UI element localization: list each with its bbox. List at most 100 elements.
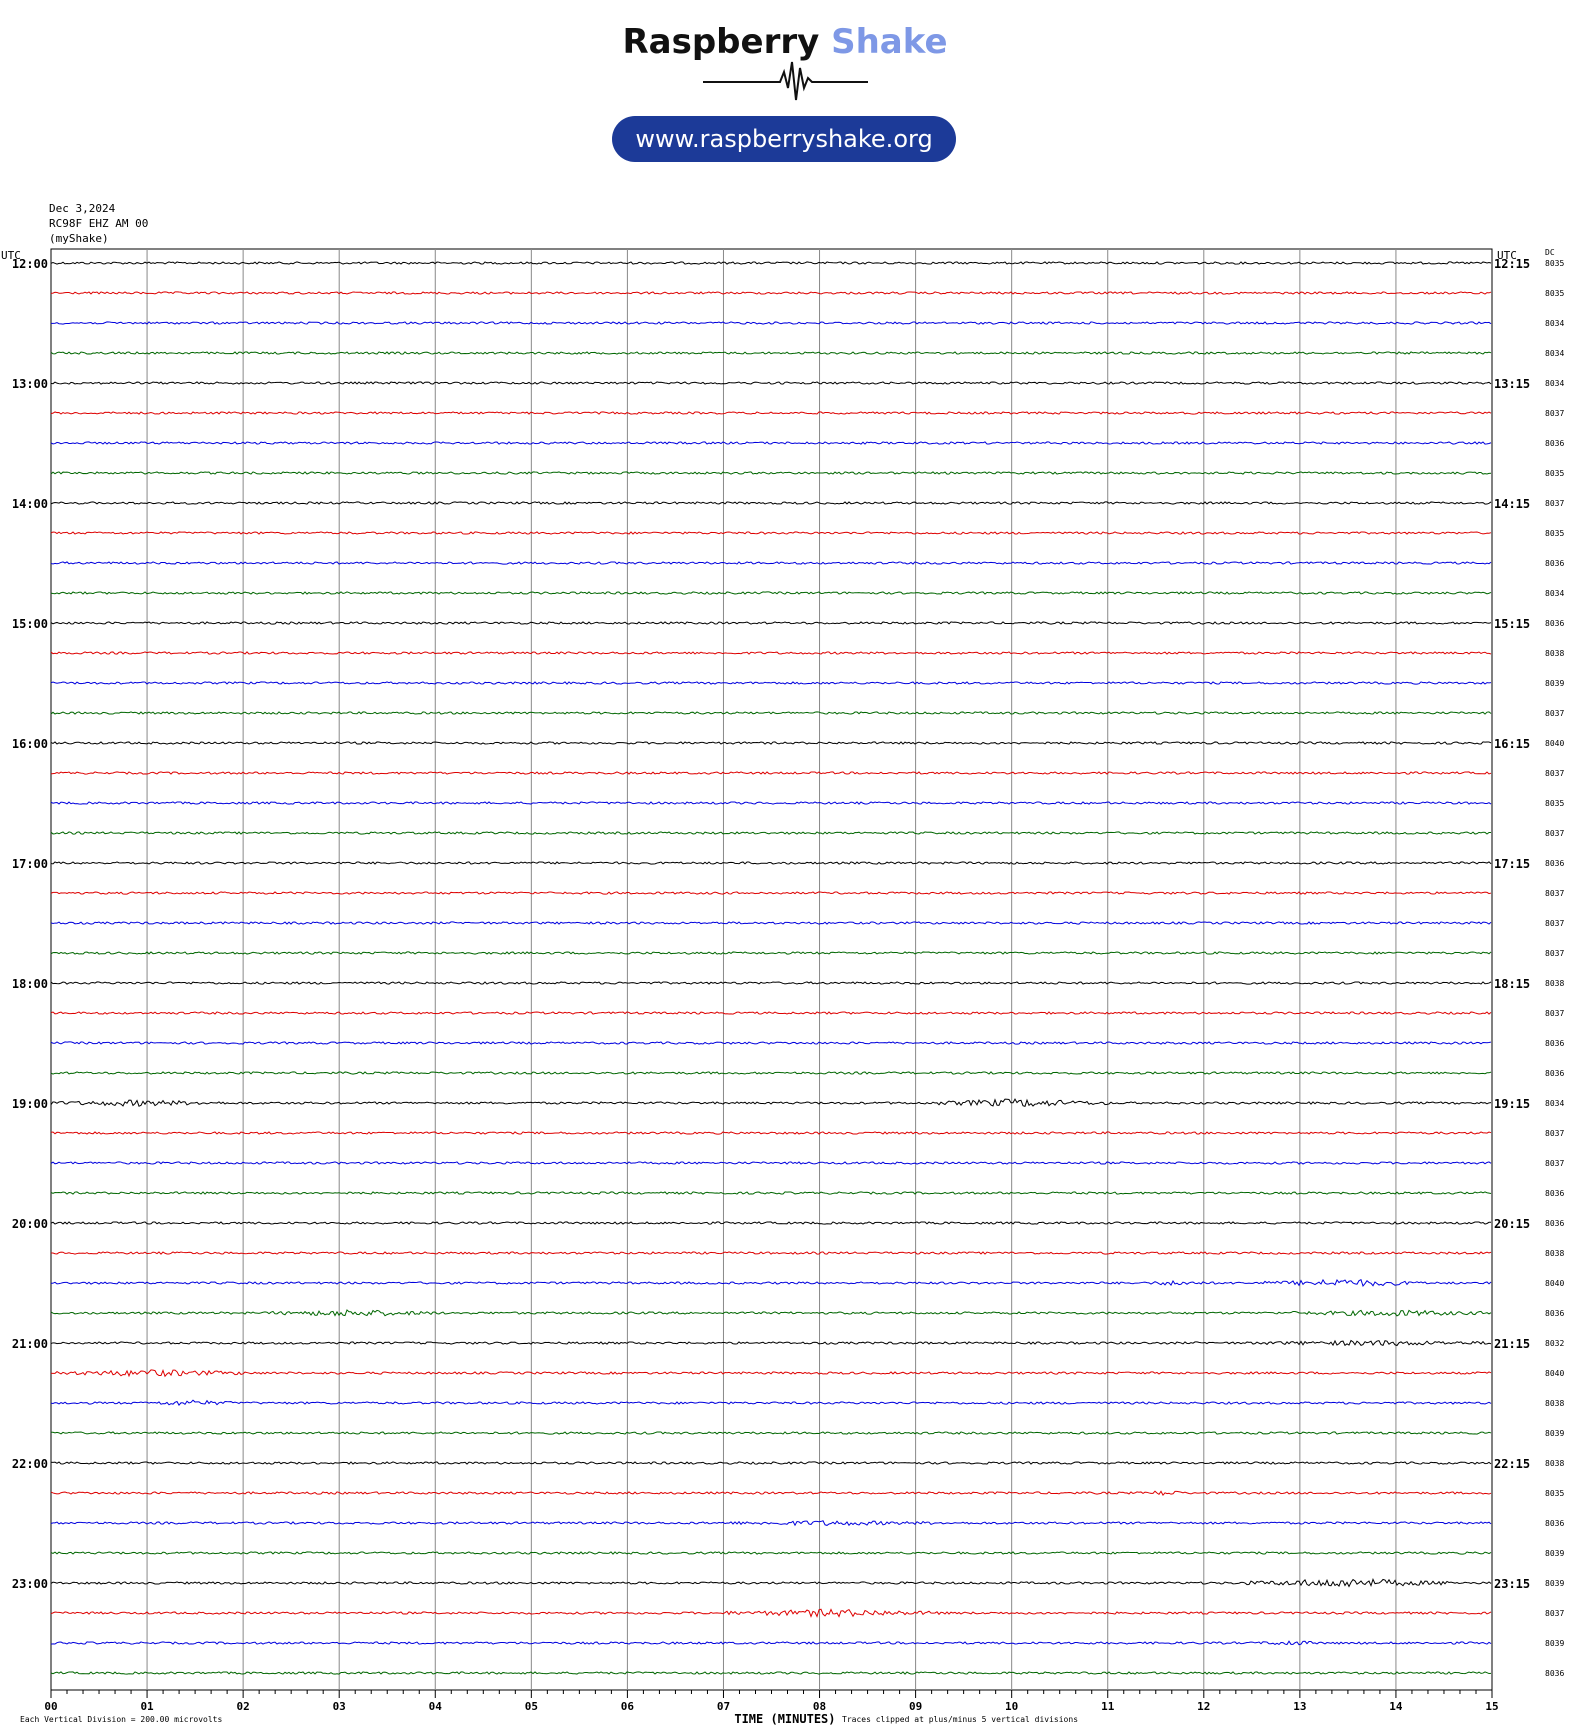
trace-row: [50, 861, 1492, 865]
station-code: RC98F EHZ AM 00: [49, 217, 149, 230]
dc-value-label: 8037: [1545, 1609, 1564, 1618]
clipping-note: Traces clipped at plus/minus 5 vertical …: [842, 1715, 1078, 1724]
right-hour-label: 16:15: [1494, 737, 1530, 751]
dc-value-label: 8037: [1545, 1009, 1564, 1018]
dc-value-label: 8034: [1545, 1099, 1564, 1108]
dc-value-label: 8038: [1545, 1249, 1564, 1258]
trace-row: [50, 831, 1492, 835]
dc-value-label: 8035: [1545, 529, 1564, 538]
right-hour-label: 18:15: [1494, 977, 1530, 991]
left-hour-label: 20:00: [12, 1217, 48, 1231]
dc-value-label: 8036: [1545, 1309, 1564, 1318]
trace-row: [50, 771, 1492, 775]
dc-value-label: 8036: [1545, 559, 1564, 568]
trace-row: [50, 591, 1492, 595]
dc-value-label: 8040: [1545, 1369, 1564, 1378]
trace-row: [50, 801, 1492, 805]
trace-row: [50, 681, 1492, 685]
x-tick-label: 08: [813, 1700, 826, 1713]
left-hour-label: 16:00: [12, 737, 48, 751]
dc-column-label: DC: [1545, 248, 1555, 257]
dc-value-label: 8034: [1545, 319, 1564, 328]
dc-value-label: 8039: [1545, 1639, 1564, 1648]
dc-value-label: 8037: [1545, 949, 1564, 958]
trace-row: [50, 1309, 1492, 1317]
dc-value-label: 8038: [1545, 1459, 1564, 1468]
dc-value-label: 8036: [1545, 1219, 1564, 1228]
trace-row: [50, 1191, 1492, 1195]
dc-value-label: 8034: [1545, 379, 1564, 388]
dc-value-label: 8039: [1545, 1429, 1564, 1438]
seismograph-logo-icon: [703, 61, 868, 101]
left-hour-label: 17:00: [12, 857, 48, 871]
trace-row: [50, 1161, 1492, 1165]
trace-row: [50, 981, 1492, 985]
right-hour-label: 12:15: [1494, 257, 1530, 271]
dc-value-label: 8035: [1545, 259, 1564, 268]
right-hour-label: 17:15: [1494, 857, 1530, 871]
dc-value-label: 8036: [1545, 1189, 1564, 1198]
trace-row: [50, 1011, 1492, 1015]
dc-value-label: 8036: [1545, 1669, 1564, 1678]
left-hour-label: 22:00: [12, 1457, 48, 1471]
trace-row: [50, 1431, 1492, 1435]
dc-value-label: 8036: [1545, 439, 1564, 448]
dc-value-label: 8039: [1545, 679, 1564, 688]
trace-row: [50, 1399, 1492, 1406]
x-tick-label: 14: [1389, 1700, 1403, 1713]
left-hour-label: 23:00: [12, 1577, 48, 1591]
x-tick-label: 11: [1101, 1700, 1115, 1713]
trace-row: [50, 1339, 1492, 1347]
dc-value-label: 8034: [1545, 349, 1564, 358]
x-tick-label: 03: [333, 1700, 346, 1713]
trace-row: [50, 531, 1492, 535]
left-axis-label: UTC: [1, 249, 21, 262]
right-axis-label: UTC: [1497, 249, 1517, 262]
x-tick-label: 15: [1485, 1700, 1498, 1713]
right-hour-label: 20:15: [1494, 1217, 1530, 1231]
logo-title: Raspberry Shake: [0, 22, 1570, 62]
dc-value-label: 8037: [1545, 499, 1564, 508]
dc-value-label: 8035: [1545, 799, 1564, 808]
trace-row: [50, 321, 1492, 325]
trace-row: [50, 651, 1492, 655]
website-link[interactable]: www.raspberryshake.org: [612, 116, 956, 162]
trace-row: [50, 1490, 1492, 1497]
network-name: (myShake): [49, 232, 109, 245]
trace-row: [50, 1551, 1492, 1555]
x-tick-label: 10: [1005, 1700, 1018, 1713]
trace-row: [50, 891, 1492, 895]
trace-row: [50, 1278, 1492, 1288]
dc-value-label: 8039: [1545, 1579, 1564, 1588]
x-tick-label: 12: [1197, 1700, 1210, 1713]
right-hour-label: 14:15: [1494, 497, 1530, 511]
dc-value-label: 8037: [1545, 1129, 1564, 1138]
dc-value-label: 8035: [1545, 1489, 1564, 1498]
dc-value-label: 8035: [1545, 469, 1564, 478]
dc-value-label: 8036: [1545, 1039, 1564, 1048]
dc-value-label: 8036: [1545, 1069, 1564, 1078]
trace-row: [50, 1098, 1492, 1107]
left-hour-label: 13:00: [12, 377, 48, 391]
trace-row: [50, 1608, 1492, 1618]
dc-value-label: 8039: [1545, 1549, 1564, 1558]
trace-row: [50, 1520, 1492, 1527]
x-tick-label: 04: [429, 1700, 443, 1713]
right-hour-label: 22:15: [1494, 1457, 1530, 1471]
trace-row: [50, 621, 1492, 625]
trace-row: [50, 1131, 1492, 1135]
trace-row: [50, 561, 1492, 565]
dc-value-label: 8032: [1545, 1339, 1564, 1348]
right-hour-label: 13:15: [1494, 377, 1530, 391]
record-date: Dec 3,2024: [49, 202, 116, 215]
logo-word-shake: Shake: [831, 22, 948, 62]
dc-value-label: 8037: [1545, 889, 1564, 898]
trace-row: [50, 1041, 1492, 1045]
x-tick-label: 07: [717, 1700, 730, 1713]
left-hour-label: 12:00: [12, 257, 48, 271]
dc-value-label: 8036: [1545, 619, 1564, 628]
trace-row: [50, 261, 1492, 265]
left-hour-label: 19:00: [12, 1097, 48, 1111]
trace-row: [50, 951, 1492, 955]
trace-row: [50, 501, 1492, 505]
